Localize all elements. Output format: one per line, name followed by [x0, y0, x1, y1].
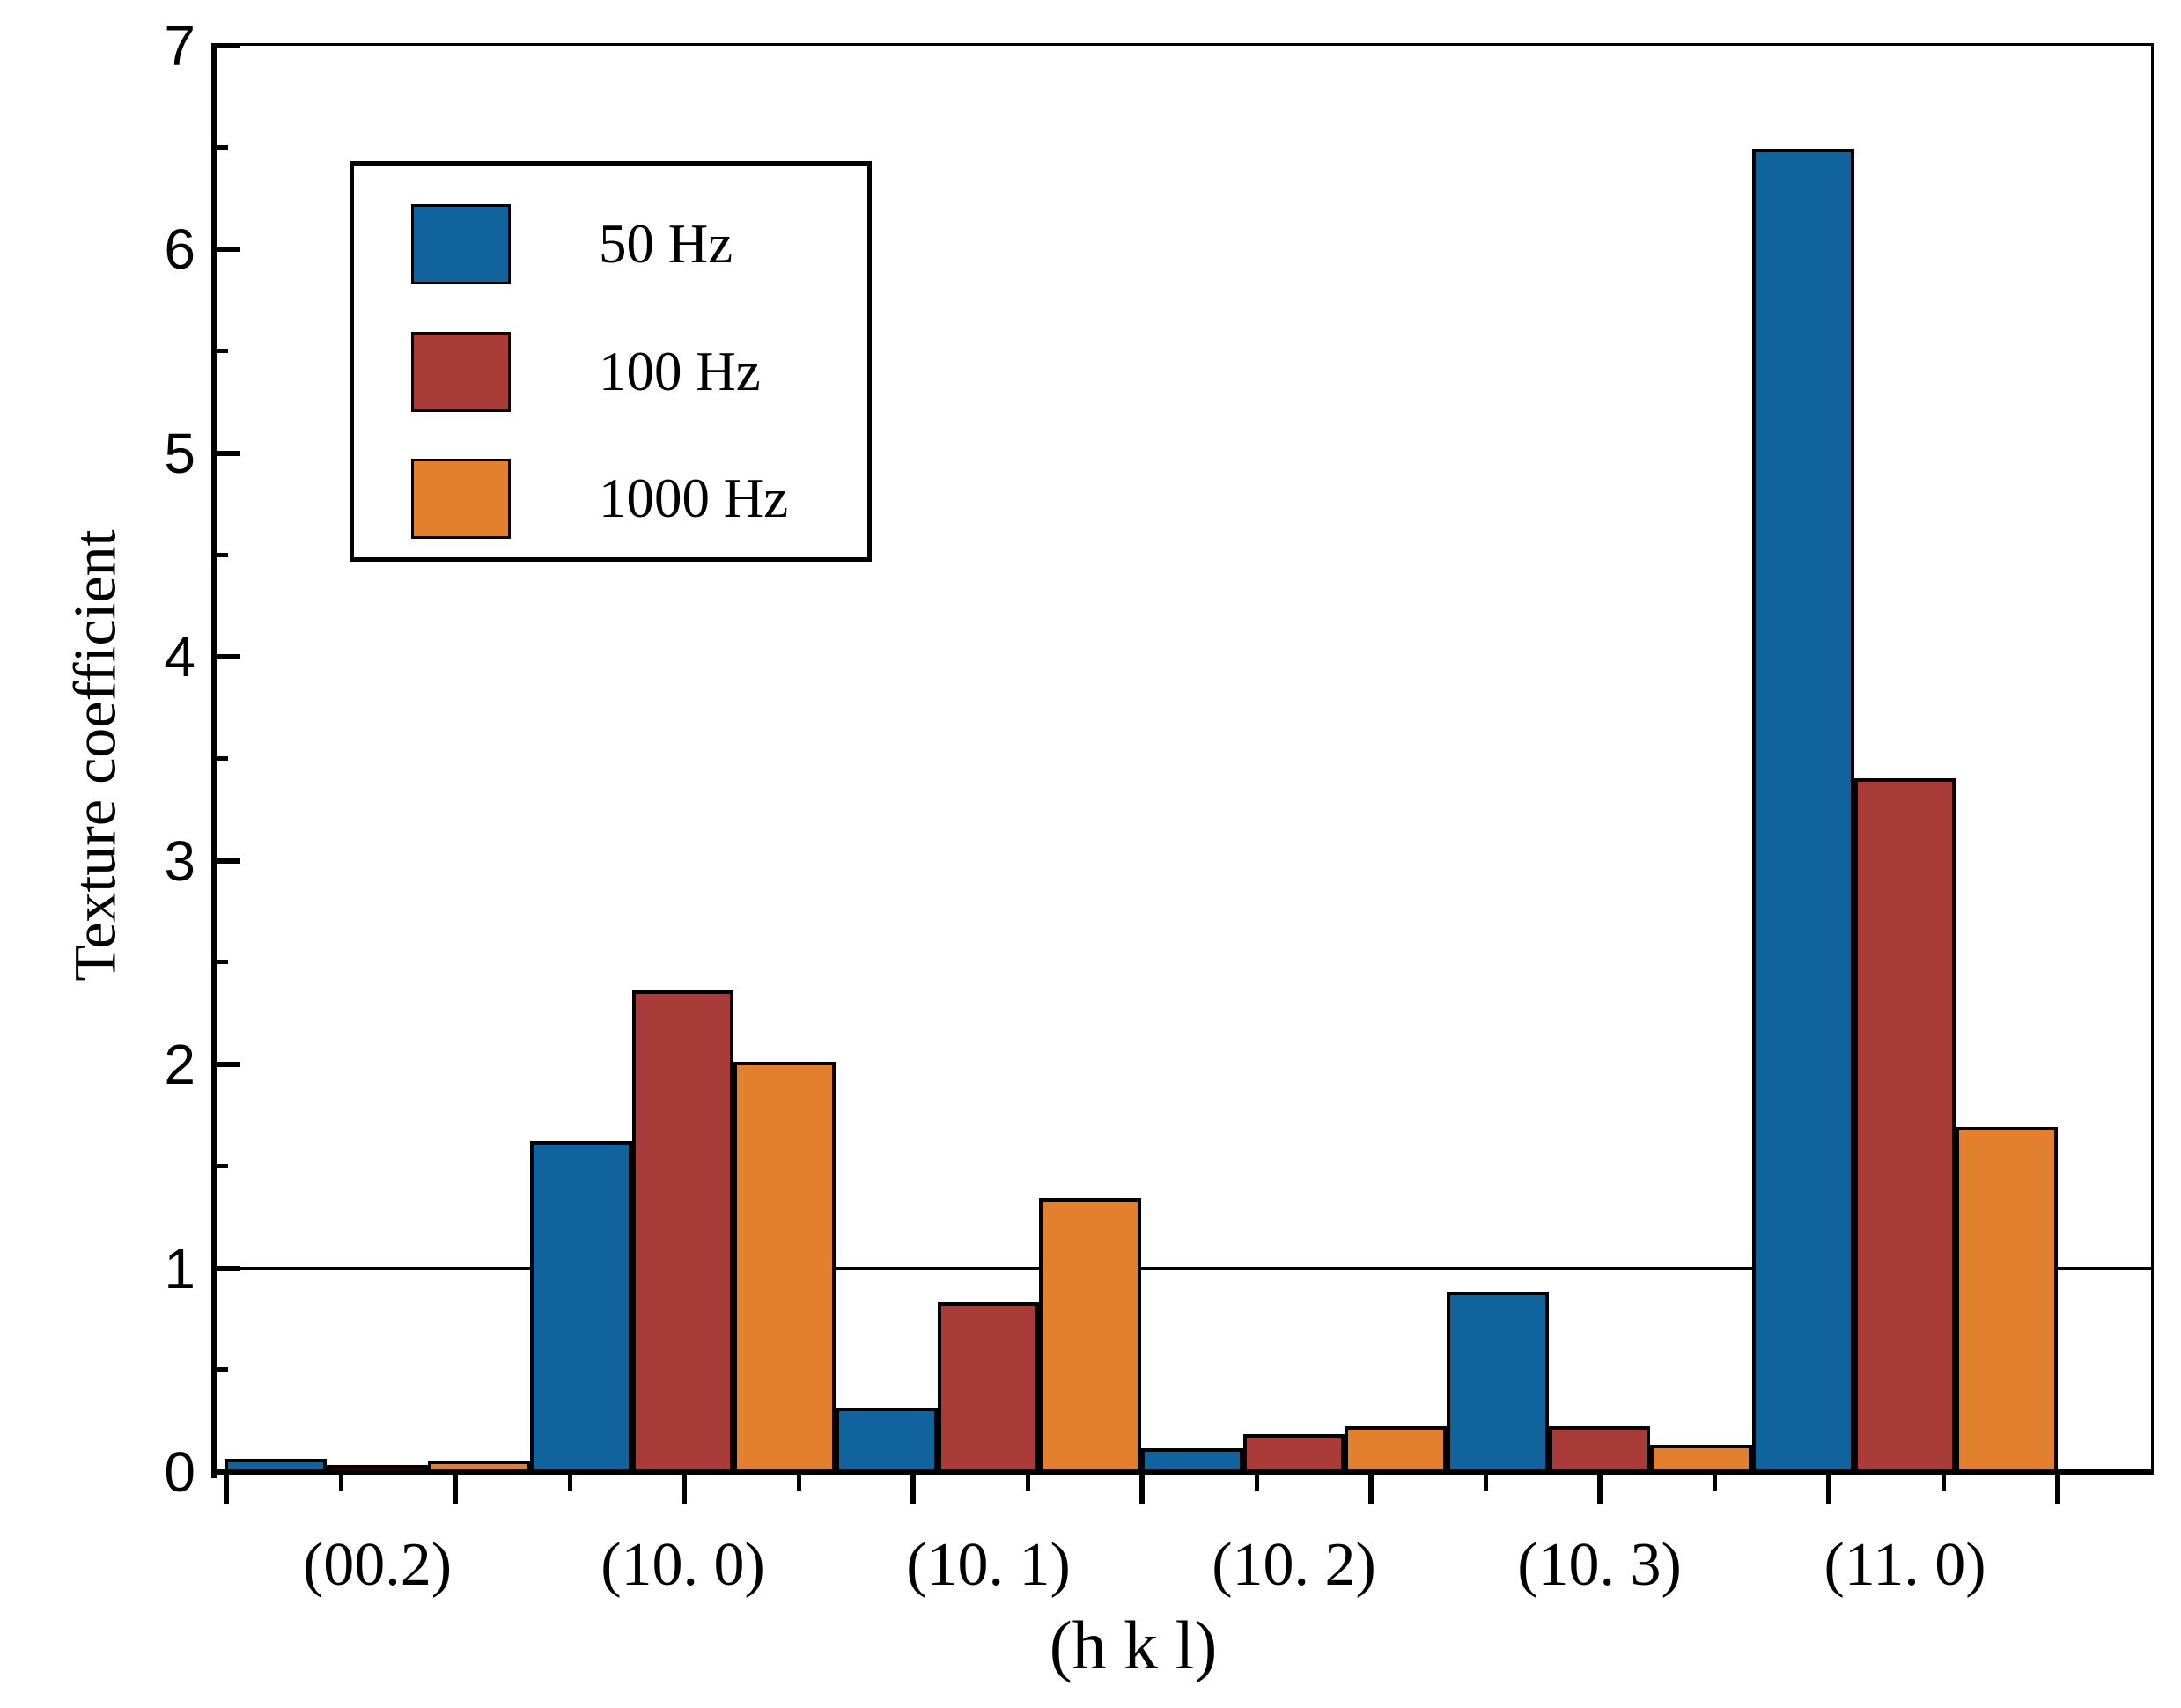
legend: 50 Hz 100 Hz 1000 Hz	[350, 161, 872, 562]
bar-100Hz-4	[1548, 1425, 1651, 1473]
x-minor-tick	[1255, 1475, 1259, 1491]
y-minor-tick	[217, 960, 228, 965]
bar-100Hz-1	[631, 990, 734, 1473]
legend-label-100Hz: 100 Hz	[599, 340, 761, 402]
y-minor-tick	[217, 1163, 228, 1168]
legend-label-50Hz: 50 Hz	[599, 213, 733, 275]
y-tick-label-1: 1	[164, 1236, 195, 1300]
x-category-label-5: (11. 0)	[1824, 1531, 1986, 1599]
x-major-tick	[2055, 1475, 2060, 1504]
y-major-tick	[217, 247, 240, 253]
bar-1000Hz-1	[733, 1061, 836, 1473]
y-tick-label-3: 3	[164, 828, 195, 893]
y-major-tick	[217, 1265, 240, 1271]
y-tick-label-2: 2	[164, 1033, 195, 1097]
x-category-label-1: (10. 0)	[601, 1531, 765, 1599]
x-minor-tick	[1026, 1475, 1030, 1491]
y-minor-tick	[217, 552, 228, 557]
x-major-tick	[682, 1475, 687, 1504]
y-major-tick	[217, 450, 240, 456]
x-minor-tick	[339, 1475, 343, 1491]
x-major-tick	[910, 1475, 916, 1504]
x-category-label-3: (10. 2)	[1212, 1531, 1376, 1599]
legend-swatch-50Hz	[411, 204, 511, 284]
x-major-tick	[453, 1475, 458, 1504]
y-axis-line	[211, 43, 217, 1478]
y-major-tick	[217, 654, 240, 660]
x-minor-tick	[1484, 1475, 1488, 1491]
x-category-label-0: (00.2)	[302, 1531, 453, 1599]
bar-100Hz-5	[1853, 777, 1956, 1473]
y-axis-title: Texture coefficient	[61, 529, 129, 982]
x-major-tick	[1139, 1475, 1145, 1504]
x-axis-line	[211, 1469, 2154, 1475]
x-category-label-4: (10. 3)	[1517, 1531, 1682, 1599]
right-frame-line	[2151, 43, 2154, 1475]
x-minor-tick	[797, 1475, 801, 1491]
x-major-tick	[1368, 1475, 1374, 1504]
y-minor-tick	[217, 349, 228, 354]
y-major-tick	[217, 1062, 240, 1068]
x-minor-tick	[568, 1475, 572, 1491]
x-minor-tick	[1713, 1475, 1717, 1491]
bar-50Hz-2	[836, 1407, 938, 1473]
x-major-tick	[1826, 1475, 1831, 1504]
legend-swatch-1000Hz	[411, 459, 511, 539]
y-tick-label-6: 6	[164, 217, 195, 282]
y-tick-label-5: 5	[164, 421, 195, 485]
bar-100Hz-3	[1242, 1434, 1345, 1473]
bar-50Hz-4	[1447, 1292, 1549, 1473]
y-tick-label-0: 0	[164, 1440, 195, 1504]
x-major-tick	[1597, 1475, 1603, 1504]
x-axis-title: (h k l)	[1049, 1607, 1218, 1683]
y-tick-label-4: 4	[164, 625, 195, 689]
bar-1000Hz-2	[1039, 1197, 1141, 1473]
top-frame-line	[211, 43, 2154, 46]
bar-50Hz-5	[1752, 148, 1854, 1473]
bar-1000Hz-5	[1956, 1126, 2058, 1473]
legend-swatch-100Hz	[411, 331, 511, 412]
bar-100Hz-2	[937, 1301, 1040, 1473]
bar-50Hz-1	[530, 1140, 632, 1473]
y-tick-label-7: 7	[164, 14, 195, 77]
y-minor-tick	[217, 756, 228, 761]
y-major-tick	[217, 43, 240, 48]
x-major-tick	[224, 1475, 229, 1504]
bar-1000Hz-3	[1345, 1425, 1447, 1473]
legend-label-1000Hz: 1000 Hz	[599, 467, 789, 529]
y-minor-tick	[217, 1367, 228, 1373]
x-minor-tick	[1942, 1475, 1946, 1491]
y-major-tick	[217, 858, 240, 864]
x-category-label-2: (10. 1)	[906, 1531, 1071, 1599]
reference-line-y1	[217, 1267, 2151, 1270]
y-minor-tick	[217, 144, 228, 150]
